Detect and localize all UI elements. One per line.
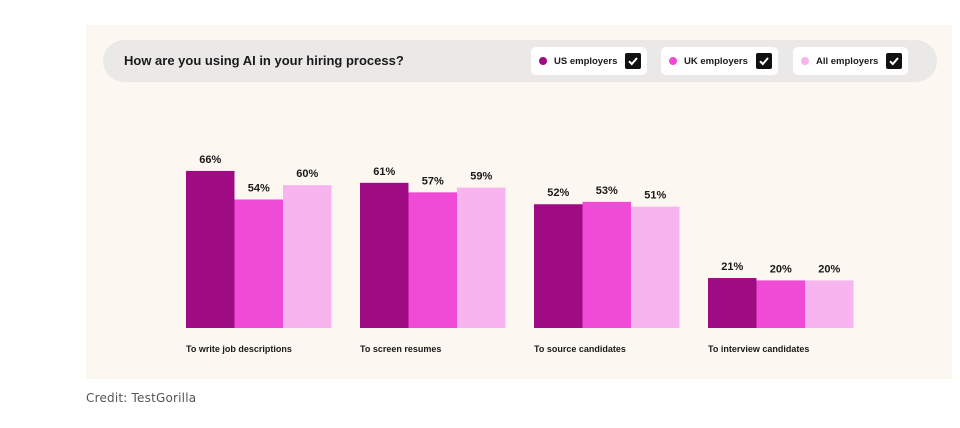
- chart-title: How are you using AI in your hiring proc…: [124, 53, 404, 68]
- image-credit: Credit: TestGorilla: [86, 391, 197, 405]
- data-label: 66%: [199, 154, 221, 166]
- data-label: 20%: [770, 263, 792, 275]
- data-label: 54%: [248, 182, 270, 194]
- check-icon[interactable]: [755, 53, 772, 69]
- data-label: 61%: [373, 166, 395, 178]
- data-label: 21%: [721, 261, 743, 273]
- bar-us-employers-to-write-job-descriptions: [186, 170, 235, 328]
- bar-all-employers-to-interview-candidates: [805, 280, 854, 328]
- bar-uk-employers-to-interview-candidates: [756, 280, 805, 328]
- legend-label-us: US employers: [554, 55, 618, 67]
- us-legend-dot: [539, 57, 547, 65]
- legend-label-all: All employers: [816, 55, 879, 67]
- category-label: To write job descriptions: [186, 344, 292, 354]
- legend-item-all[interactable]: All employers: [793, 47, 909, 75]
- data-label: 53%: [596, 185, 618, 197]
- bar-all-employers-to-write-job-descriptions: [283, 185, 332, 328]
- bar-us-employers-to-source-candidates: [534, 204, 583, 328]
- bar-uk-employers-to-write-job-descriptions: [234, 199, 283, 328]
- bar-us-employers-to-screen-resumes: [360, 182, 409, 328]
- legend-item-uk[interactable]: UK employers: [661, 47, 778, 75]
- bar-all-employers-to-screen-resumes: [457, 187, 506, 328]
- category-label: To interview candidates: [708, 344, 809, 354]
- chart-header: How are you using AI in your hiring proc…: [103, 40, 937, 82]
- bar-uk-employers-to-screen-resumes: [408, 192, 457, 328]
- category-label: To source candidates: [534, 344, 626, 354]
- bar-all-employers-to-source-candidates: [631, 206, 680, 328]
- data-label: 20%: [818, 263, 840, 275]
- legend-item-us[interactable]: US employers: [531, 47, 648, 75]
- data-label: 60%: [296, 168, 318, 180]
- all-legend-dot: [801, 57, 809, 65]
- check-icon[interactable]: [625, 53, 642, 69]
- bar-us-employers-to-interview-candidates: [708, 278, 757, 328]
- check-icon[interactable]: [886, 53, 903, 69]
- data-label: 51%: [644, 190, 666, 202]
- category-label: To screen resumes: [360, 344, 441, 354]
- bar-uk-employers-to-source-candidates: [582, 201, 631, 328]
- legend-label-uk: UK employers: [684, 55, 748, 67]
- data-label: 57%: [422, 175, 444, 187]
- uk-legend-dot: [669, 57, 677, 65]
- data-label: 59%: [470, 171, 492, 183]
- data-label: 52%: [547, 187, 569, 199]
